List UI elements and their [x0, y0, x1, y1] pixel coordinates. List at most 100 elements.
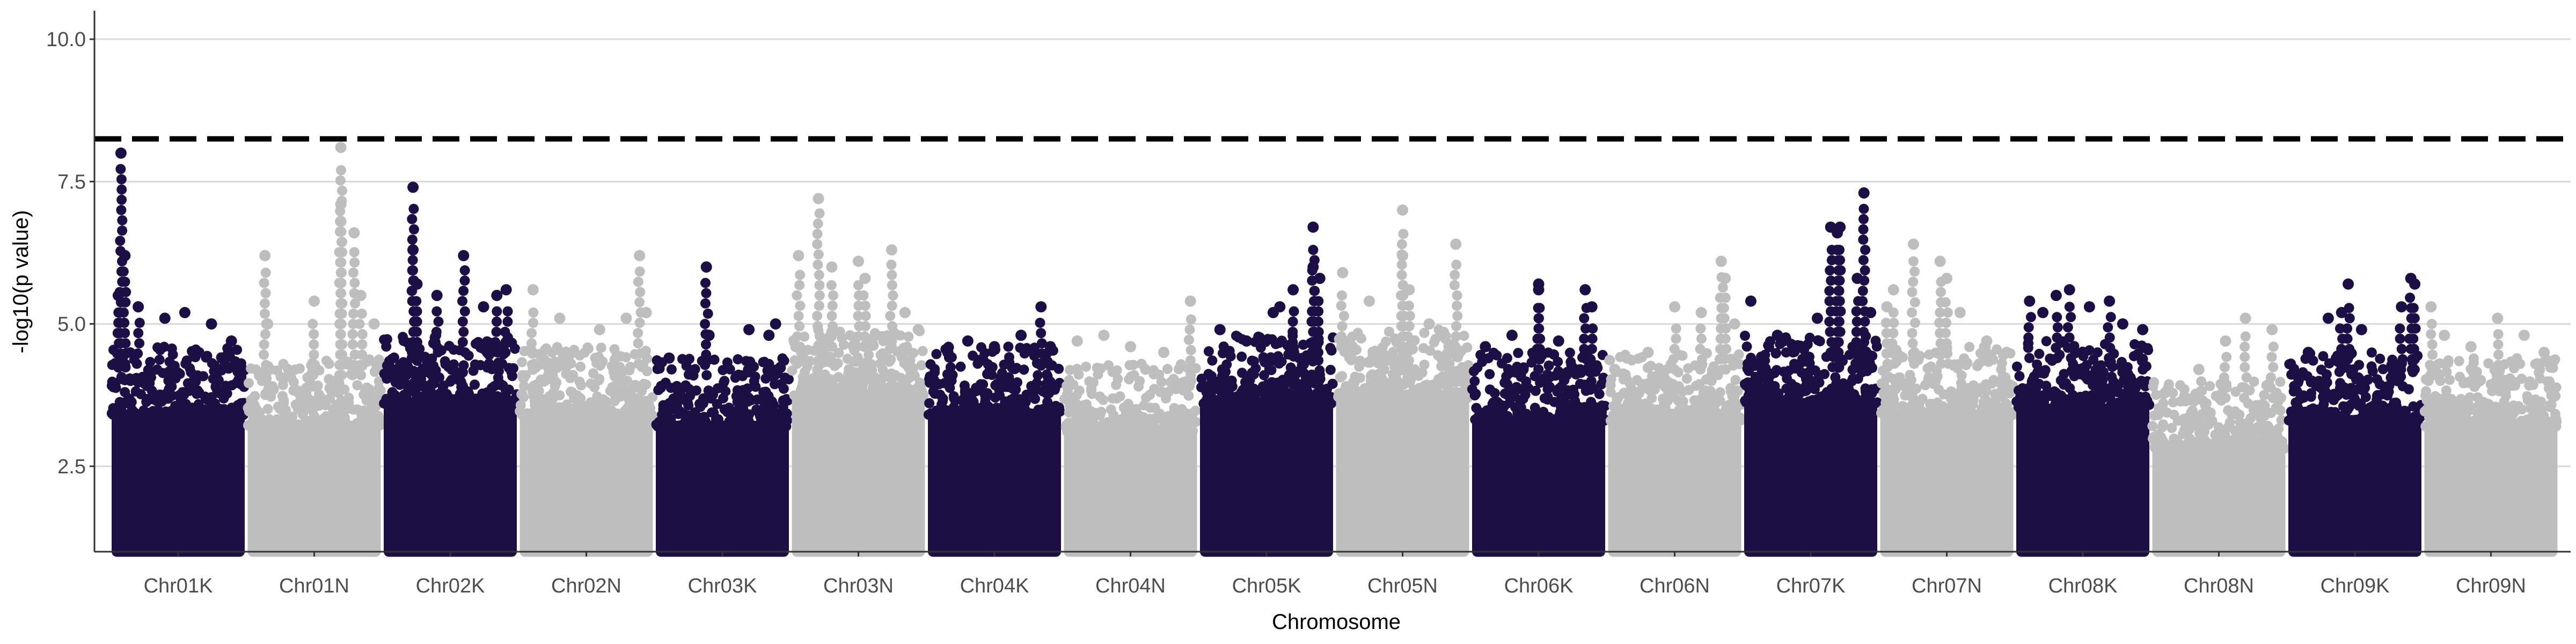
point — [553, 345, 564, 355]
point — [588, 401, 598, 412]
point — [1343, 390, 1354, 400]
point — [2221, 352, 2232, 362]
series-Chr01K — [106, 147, 250, 557]
point — [347, 370, 358, 380]
point — [1433, 324, 1444, 335]
point — [1488, 347, 1499, 358]
point — [1715, 387, 1725, 398]
point — [813, 259, 823, 270]
point — [458, 367, 468, 378]
point — [568, 409, 579, 420]
point — [223, 363, 234, 374]
point — [1876, 378, 1887, 389]
point — [1336, 331, 1346, 342]
point — [581, 409, 591, 420]
point — [447, 364, 457, 375]
point — [624, 365, 635, 376]
point — [1079, 419, 1090, 429]
point — [1728, 360, 1739, 371]
point — [390, 390, 400, 401]
point — [795, 301, 806, 311]
point — [2014, 371, 2025, 382]
point — [2196, 376, 2207, 387]
point — [1824, 398, 1835, 408]
point — [1388, 357, 1399, 368]
point — [356, 370, 367, 380]
point — [1565, 357, 1576, 367]
point — [1622, 414, 1633, 425]
point — [1337, 321, 1348, 332]
dense-points-Chr02K — [384, 398, 517, 557]
point — [826, 331, 837, 342]
point — [352, 380, 363, 391]
top-hit-point — [1287, 284, 1299, 296]
point — [352, 418, 362, 428]
top-hit-point — [335, 142, 347, 153]
point — [909, 370, 920, 381]
point — [259, 349, 269, 360]
point — [1894, 372, 1904, 383]
point — [1730, 375, 1741, 385]
point — [402, 362, 413, 372]
point — [1359, 383, 1370, 393]
point — [2179, 390, 2190, 401]
point — [152, 406, 163, 416]
point — [700, 277, 711, 288]
point — [1967, 386, 1978, 397]
point — [1254, 332, 1265, 342]
top-hit-point — [899, 306, 911, 318]
point — [1605, 355, 1615, 365]
point — [1098, 394, 1109, 405]
point — [1161, 425, 1172, 435]
top-hit-point — [743, 324, 755, 335]
top-hit-point — [1669, 301, 1680, 313]
point — [857, 385, 868, 396]
point — [1441, 392, 1452, 402]
point — [2185, 438, 2196, 449]
point — [661, 421, 672, 431]
point — [1721, 323, 1731, 334]
point — [1185, 314, 1196, 325]
point — [1857, 296, 1868, 306]
top-hit-point — [813, 193, 824, 204]
point — [543, 363, 554, 374]
point — [1206, 388, 1216, 399]
point — [1626, 354, 1636, 365]
point — [722, 357, 733, 368]
point — [1935, 287, 1946, 297]
point — [2200, 400, 2211, 411]
point — [1923, 374, 1934, 385]
point — [408, 203, 419, 214]
point — [653, 385, 664, 396]
point — [1325, 364, 1336, 375]
point — [888, 290, 898, 301]
point — [1004, 352, 1014, 363]
point — [457, 316, 468, 327]
top-hit-point — [1337, 267, 1349, 279]
point — [2104, 353, 2114, 363]
point — [1124, 374, 1135, 385]
point — [412, 306, 422, 317]
point — [1606, 374, 1616, 385]
point — [1843, 381, 1854, 392]
point — [635, 348, 646, 359]
top-hit-point — [1834, 221, 1846, 233]
point — [623, 393, 634, 404]
point — [2277, 436, 2288, 447]
point — [2157, 422, 2168, 433]
point — [2206, 443, 2216, 453]
dense-points-Chr03N — [792, 392, 925, 557]
point — [2105, 342, 2116, 353]
dense-points-Chr04N — [1064, 426, 1197, 557]
point — [1398, 229, 1409, 239]
point — [1135, 416, 1145, 427]
point — [1103, 427, 1114, 437]
point — [1249, 356, 1259, 367]
point — [529, 358, 539, 369]
point — [1396, 239, 1407, 250]
top-hit-point — [859, 273, 871, 284]
point — [1918, 408, 1928, 419]
point — [2366, 347, 2377, 358]
point — [541, 409, 552, 420]
point — [1287, 337, 1298, 347]
